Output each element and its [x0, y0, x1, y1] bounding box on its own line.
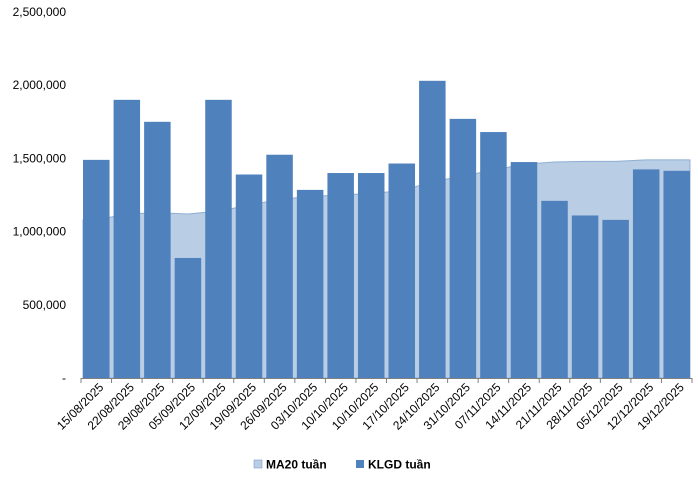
ma20-area	[82, 159, 691, 379]
legend-swatch-ma20	[253, 459, 263, 469]
y-tick-label: 500,000	[23, 298, 67, 312]
klgd-bar	[541, 200, 568, 378]
y-tick-label: -	[62, 371, 66, 385]
klgd-bar	[510, 162, 538, 378]
legend: MA20 tuần KLGD tuần	[253, 458, 431, 472]
klgd-bar	[144, 121, 171, 379]
klgd-bar	[113, 99, 141, 378]
klgd-bar	[357, 173, 385, 378]
y-tick-label: 2,500,000	[13, 5, 67, 19]
klgd-bar	[449, 118, 477, 378]
klgd-bar	[327, 173, 354, 378]
y-tick-label: 2,000,000	[13, 78, 67, 92]
klgd-bar-layer	[83, 80, 690, 379]
klgd-bar	[419, 80, 446, 379]
y-tick-label: 1,000,000	[13, 225, 67, 239]
klgd-bar	[632, 169, 660, 378]
klgd-bar	[296, 189, 324, 378]
ma20-area-layer	[82, 159, 691, 379]
klgd-bar	[388, 163, 416, 378]
klgd-bar	[235, 174, 263, 378]
klgd-bar	[266, 154, 293, 378]
y-tick-label: 1,500,000	[13, 151, 67, 165]
legend-label-ma20: MA20 tuần	[266, 458, 327, 472]
klgd-bar	[205, 99, 232, 378]
legend-label-klgd: KLGD tuần	[368, 458, 431, 472]
klgd-bar	[480, 132, 507, 378]
klgd-bar	[663, 170, 690, 378]
legend-swatch-klgd	[356, 460, 364, 468]
klgd-bar	[571, 215, 599, 378]
x-axis: 15/08/202522/08/202529/08/202505/09/2025…	[54, 378, 693, 433]
klgd-bar	[174, 257, 202, 378]
klgd-bar	[602, 219, 629, 378]
klgd-bar	[83, 159, 110, 378]
y-axis: - 500,000 1,000,000 1,500,000 2,000,000 2,500…	[13, 5, 67, 385]
